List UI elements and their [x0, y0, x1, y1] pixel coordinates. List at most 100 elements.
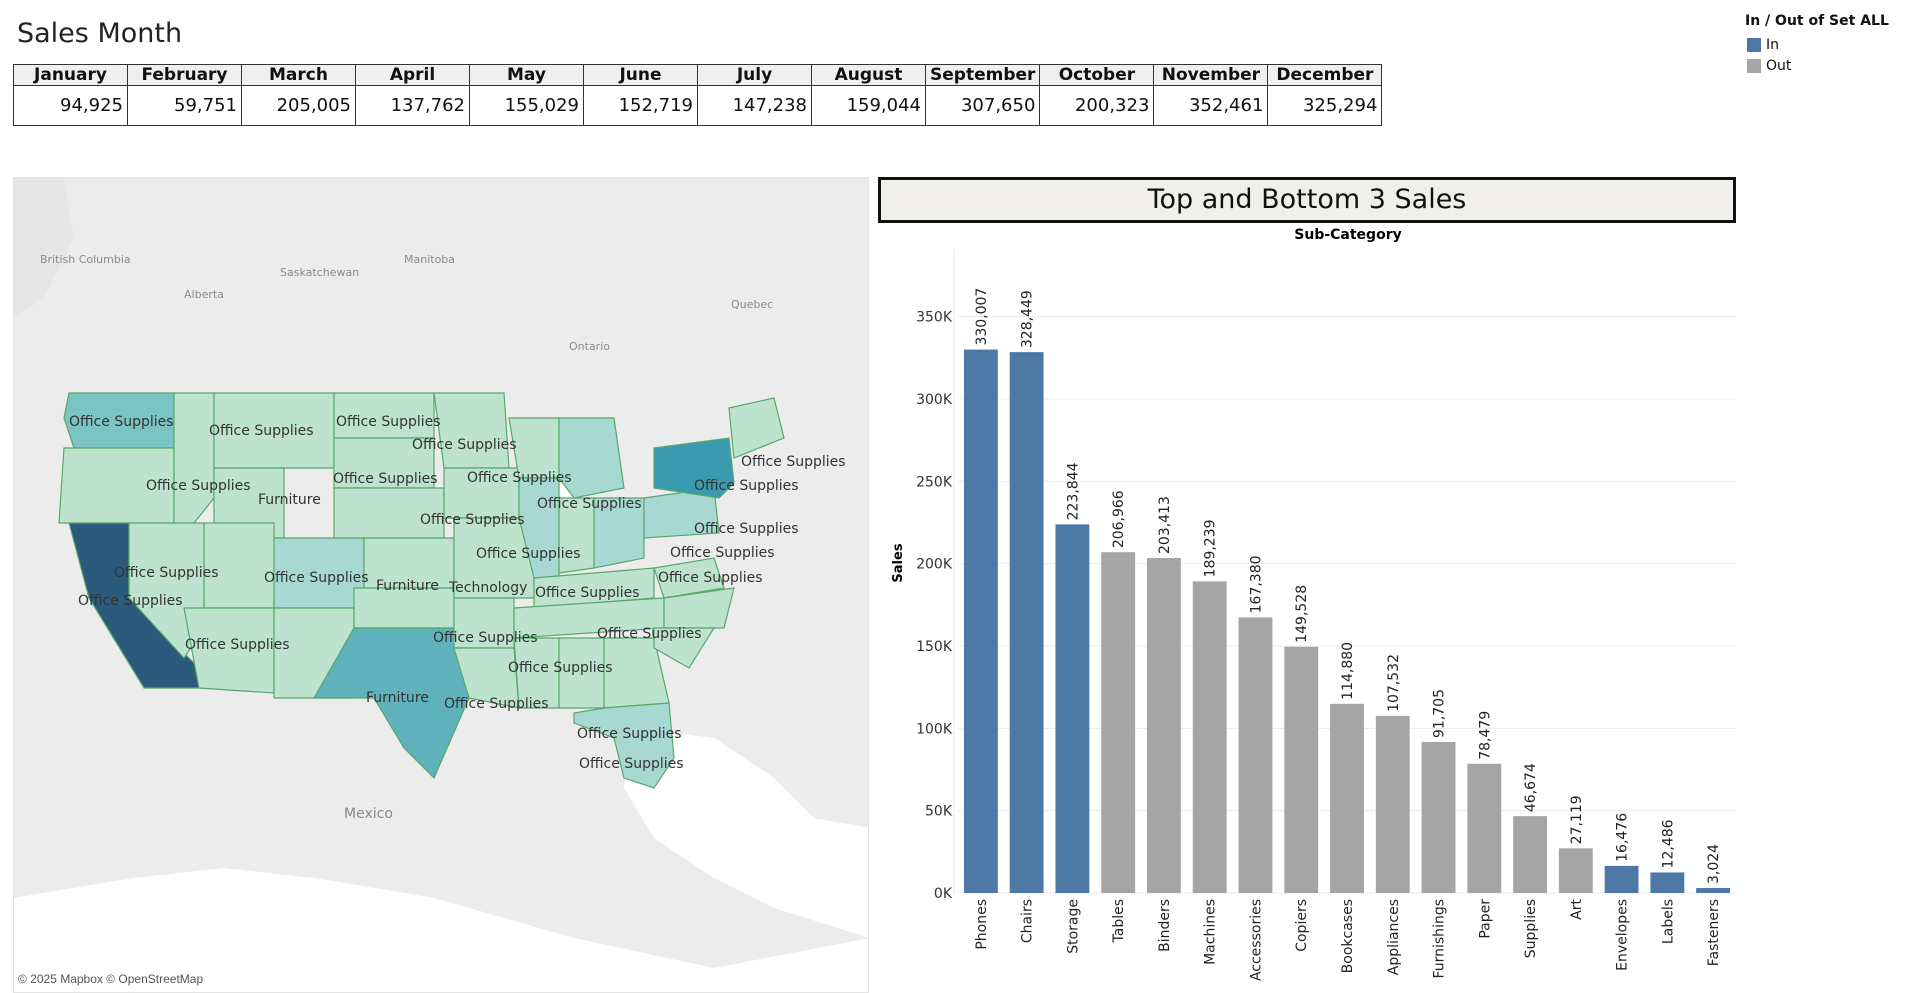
bar-tables[interactable]	[1101, 552, 1136, 893]
bar-value-label: 149,528	[1294, 585, 1310, 643]
month-header: May	[469, 64, 584, 86]
x-tick-label: Paper	[1477, 899, 1493, 939]
state-new-york[interactable]	[653, 437, 735, 499]
bar-chairs[interactable]	[1009, 352, 1044, 893]
bar-value-label: 16,476	[1615, 813, 1631, 862]
bar-supplies[interactable]	[1513, 816, 1547, 893]
month-value[interactable]: 307,650	[924, 85, 1041, 126]
month-header: July	[697, 64, 812, 86]
month-header: August	[811, 64, 926, 86]
state-label: Office Supplies	[433, 630, 538, 646]
month-value[interactable]: 155,029	[469, 85, 584, 126]
state-idaho[interactable]	[173, 392, 215, 524]
bar-furnishings[interactable]	[1421, 741, 1456, 893]
month-value[interactable]: 325,294	[1267, 85, 1383, 126]
legend-item-out[interactable]: Out	[1745, 55, 1889, 76]
month-value[interactable]: 352,461	[1153, 85, 1269, 126]
state-oklahoma[interactable]	[353, 587, 455, 629]
place-label-manitoba: Manitoba	[404, 253, 455, 266]
state-new-england[interactable]	[728, 397, 785, 459]
state-label: Office Supplies	[185, 637, 290, 653]
state-label: Office Supplies	[476, 546, 581, 562]
state-label: Office Supplies	[597, 626, 702, 642]
state-label: Technology	[448, 580, 527, 596]
state-label: Office Supplies	[535, 585, 640, 601]
bar-fasteners[interactable]	[1696, 888, 1731, 893]
bar-envelopes[interactable]	[1604, 865, 1639, 893]
chart-title: Top and Bottom 3 Sales	[878, 177, 1736, 223]
place-label-ontario: Ontario	[569, 340, 610, 353]
state-michigan[interactable]	[558, 417, 625, 499]
x-axis-title: Sub-Category	[1294, 227, 1401, 243]
state-label: Office Supplies	[69, 414, 174, 430]
y-tick-label: 250K	[916, 474, 953, 490]
state-north-carolina[interactable]	[663, 587, 735, 629]
us-map[interactable]: British Columbia Alberta Saskatchewan Ma…	[13, 177, 869, 993]
bar-machines[interactable]	[1192, 581, 1227, 893]
state-south-carolina[interactable]	[653, 627, 716, 669]
bar-art[interactable]	[1558, 848, 1593, 893]
y-axis-ticks: 0K 50K 100K 150K 200K 250K 300K 350K	[916, 310, 953, 902]
bar-labels[interactable]	[1650, 872, 1685, 893]
x-tick-label: Furnishings	[1432, 899, 1448, 979]
bar-paper[interactable]	[1467, 763, 1502, 893]
ocean-south	[14, 868, 868, 992]
state-ohio[interactable]	[593, 497, 645, 569]
state-florida[interactable]	[573, 702, 675, 789]
bar-value-label: 189,239	[1203, 519, 1219, 577]
bar-value-label: 46,674	[1523, 763, 1539, 812]
state-label: Office Supplies	[146, 478, 251, 494]
bar-copiers[interactable]	[1284, 646, 1319, 893]
x-tick-label: Machines	[1203, 899, 1219, 965]
place-label-british-columbia: British Columbia	[40, 253, 131, 266]
bar-value-label: 27,119	[1569, 795, 1585, 844]
state-label: Office Supplies	[264, 570, 369, 586]
month-value[interactable]: 94,925	[13, 85, 128, 126]
x-tick-label: Tables	[1111, 899, 1127, 944]
legend-swatch-in	[1747, 37, 1761, 52]
set-legend: In / Out of Set ALL In Out	[1745, 13, 1889, 76]
y-axis-title-group: Sales	[891, 543, 906, 582]
x-tick-label: Fasteners	[1706, 899, 1722, 966]
month-value[interactable]: 159,044	[811, 85, 926, 126]
state-label: Office Supplies	[694, 478, 799, 494]
legend-swatch-out	[1747, 58, 1761, 73]
bar-bookcases[interactable]	[1330, 703, 1364, 893]
month-value[interactable]: 147,238	[697, 85, 812, 126]
x-tick-label: Art	[1569, 898, 1585, 919]
pacific-shade	[14, 178, 74, 318]
bar-value-label: 206,966	[1111, 490, 1127, 548]
state-kentucky[interactable]	[533, 567, 655, 609]
state-category-labels: Office Supplies Office Supplies Office S…	[69, 414, 846, 772]
place-label-mexico: Mexico	[344, 806, 393, 822]
y-tick-label: 0K	[934, 886, 953, 902]
month-header: September	[924, 64, 1041, 86]
month-header: November	[1153, 64, 1269, 86]
bar-value-label: 107,532	[1386, 654, 1402, 712]
bar-accessories[interactable]	[1238, 617, 1273, 893]
month-value[interactable]: 152,719	[583, 85, 698, 126]
state-label: Office Supplies	[670, 545, 775, 561]
legend-item-in[interactable]: In	[1745, 34, 1889, 55]
legend-label-in: In	[1766, 36, 1780, 53]
state-label: Office Supplies	[694, 521, 799, 537]
bar-value-label: 78,479	[1477, 711, 1493, 760]
state-minnesota[interactable]	[433, 392, 510, 469]
bar-appliances[interactable]	[1375, 715, 1410, 893]
month-value[interactable]: 137,762	[355, 85, 470, 126]
state-virginia[interactable]	[653, 557, 725, 599]
bar-storage[interactable]	[1055, 524, 1090, 893]
map-attribution[interactable]: © 2025 Mapbox © OpenStreetMap	[18, 972, 204, 986]
state-label: Office Supplies	[741, 454, 846, 470]
state-label: Office Supplies	[420, 512, 525, 528]
month-value[interactable]: 200,323	[1039, 85, 1155, 126]
y-tick-label: 100K	[916, 721, 953, 737]
month-value[interactable]: 59,751	[127, 85, 242, 126]
bar-binders[interactable]	[1147, 558, 1181, 893]
state-label: Office Supplies	[444, 696, 549, 712]
state-label: Furniture	[376, 578, 439, 594]
month-value[interactable]: 205,005	[241, 85, 356, 126]
bar-phones[interactable]	[963, 349, 998, 893]
x-tick-label: Accessories	[1248, 899, 1264, 981]
month-header: December	[1267, 64, 1383, 86]
